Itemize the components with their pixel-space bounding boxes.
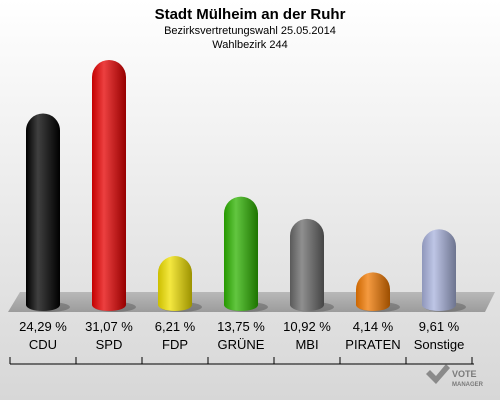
- bar-spd: [92, 60, 126, 311]
- bar-grüne: [224, 196, 258, 311]
- check-mark-icon: [426, 364, 450, 384]
- category-label: SPD: [96, 337, 123, 352]
- category-label: GRÜNE: [218, 337, 265, 352]
- value-label: 9,61 %: [419, 319, 460, 334]
- axis-ticks: [9, 357, 473, 364]
- chart-subtitle-district: Wahlbezirk 244: [212, 39, 287, 51]
- labels-group: 24,29 % CDU 31,07 % SPD 6,21 % FDP 13,75 % GRÜN…: [19, 319, 464, 352]
- category-axis: [9, 357, 474, 365]
- value-label: 10,92 %: [283, 319, 331, 334]
- value-label: 13,75 %: [217, 319, 265, 334]
- value-label: 4,14 %: [353, 319, 394, 334]
- value-label: 24,29 %: [19, 319, 67, 334]
- bar-fdp: [158, 256, 192, 311]
- value-label: 31,07 %: [85, 319, 133, 334]
- category-label: FDP: [162, 337, 188, 352]
- logo-text-manager: MANAGER: [452, 382, 484, 388]
- value-label: 6,21 %: [155, 319, 196, 334]
- vote-manager-logo: VOTE MANAGER: [426, 364, 484, 388]
- category-label: PIRATEN: [345, 337, 400, 352]
- chart-title: Stadt Mülheim an der Ruhr: [155, 6, 346, 23]
- logo-text-vote: VOTE: [452, 369, 477, 379]
- bar-piraten: [356, 272, 390, 311]
- bars-group: [26, 60, 466, 312]
- bar-sonstige: [422, 229, 456, 311]
- category-label: Sonstige: [414, 337, 465, 352]
- bar-cdu: [26, 113, 60, 311]
- category-label: MBI: [295, 337, 318, 352]
- category-label: CDU: [29, 337, 57, 352]
- chart-subtitle-election: Bezirksvertretungswahl 25.05.2014: [164, 25, 336, 37]
- bar-mbi: [290, 218, 324, 311]
